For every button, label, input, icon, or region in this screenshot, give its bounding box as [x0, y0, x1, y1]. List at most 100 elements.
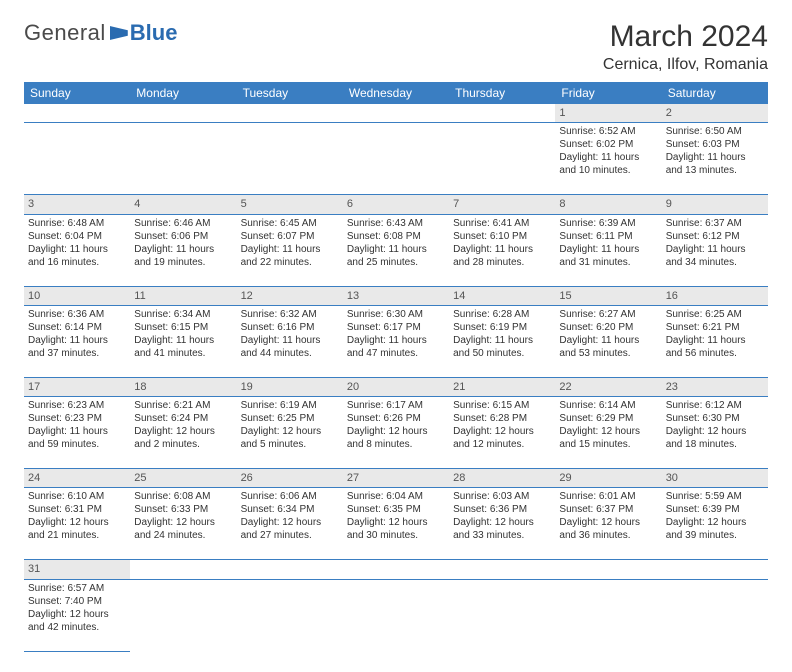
sunrise-text: Sunrise: 6:08 AM: [134, 490, 232, 503]
weekday-header: Monday: [130, 82, 236, 104]
sunset-text: Sunset: 6:31 PM: [28, 503, 126, 516]
daylight-text: Daylight: 12 hours: [347, 516, 445, 529]
day-cell: Sunrise: 6:03 AMSunset: 6:36 PMDaylight:…: [449, 488, 555, 560]
daylight-text: Daylight: 11 hours: [453, 334, 551, 347]
daynum-cell: [237, 560, 343, 579]
daylight-text: Daylight: 11 hours: [347, 243, 445, 256]
sunrise-text: Sunrise: 6:41 AM: [453, 217, 551, 230]
day-number: 1: [559, 107, 565, 119]
sunrise-text: Sunrise: 6:45 AM: [241, 217, 339, 230]
day-number: 5: [241, 198, 247, 210]
day-number: 22: [559, 381, 571, 393]
header: General Blue March 2024 Cernica, Ilfov, …: [24, 20, 768, 74]
sunset-text: Sunset: 6:12 PM: [666, 230, 764, 243]
day-cell: [343, 123, 449, 195]
daynum-row: 17181920212223: [24, 377, 768, 396]
sunrise-text: Sunrise: 6:15 AM: [453, 399, 551, 412]
day-cell: Sunrise: 6:39 AMSunset: 6:11 PMDaylight:…: [555, 214, 661, 286]
daylight-text: Daylight: 11 hours: [134, 334, 232, 347]
daylight-text: Daylight: 11 hours: [559, 151, 657, 164]
sunset-text: Sunset: 6:21 PM: [666, 321, 764, 334]
sunset-text: Sunset: 6:04 PM: [28, 230, 126, 243]
title-block: March 2024 Cernica, Ilfov, Romania: [603, 20, 768, 74]
daynum-cell: [343, 560, 449, 579]
day-cell: [343, 579, 449, 651]
sunset-text: Sunset: 6:10 PM: [453, 230, 551, 243]
sunrise-text: Sunrise: 6:28 AM: [453, 308, 551, 321]
sunrise-text: Sunrise: 6:48 AM: [28, 217, 126, 230]
daylight-text: and 30 minutes.: [347, 529, 445, 542]
daylight-text: Daylight: 11 hours: [241, 334, 339, 347]
daynum-row: 31: [24, 560, 768, 579]
day-number: 16: [666, 290, 678, 302]
daylight-text: Daylight: 12 hours: [666, 425, 764, 438]
day-number: 11: [134, 290, 145, 302]
sunset-text: Sunset: 6:33 PM: [134, 503, 232, 516]
sunrise-text: Sunrise: 6:04 AM: [347, 490, 445, 503]
daylight-text: and 27 minutes.: [241, 529, 339, 542]
daylight-text: and 31 minutes.: [559, 256, 657, 269]
day-number: 25: [134, 472, 146, 484]
day-cell: Sunrise: 6:41 AMSunset: 6:10 PMDaylight:…: [449, 214, 555, 286]
day-cell: [449, 123, 555, 195]
day-number: 4: [134, 198, 140, 210]
daylight-text: and 33 minutes.: [453, 529, 551, 542]
daynum-cell: 24: [24, 469, 130, 488]
logo-text-1: General: [24, 20, 106, 46]
daylight-text: and 24 minutes.: [134, 529, 232, 542]
day-cell: Sunrise: 6:45 AMSunset: 6:07 PMDaylight:…: [237, 214, 343, 286]
sunset-text: Sunset: 6:02 PM: [559, 138, 657, 151]
daynum-cell: [555, 560, 661, 579]
daylight-text: Daylight: 11 hours: [666, 334, 764, 347]
day-cell: Sunrise: 6:34 AMSunset: 6:15 PMDaylight:…: [130, 305, 236, 377]
day-cell: [130, 579, 236, 651]
daylight-text: Daylight: 11 hours: [28, 243, 126, 256]
detail-row: Sunrise: 6:48 AMSunset: 6:04 PMDaylight:…: [24, 214, 768, 286]
daynum-cell: 10: [24, 286, 130, 305]
daynum-cell: 8: [555, 195, 661, 214]
logo-text-2: Blue: [130, 20, 178, 46]
day-cell: Sunrise: 6:37 AMSunset: 6:12 PMDaylight:…: [662, 214, 768, 286]
day-number: 6: [347, 198, 353, 210]
sunset-text: Sunset: 6:26 PM: [347, 412, 445, 425]
day-cell: Sunrise: 6:30 AMSunset: 6:17 PMDaylight:…: [343, 305, 449, 377]
daynum-cell: 30: [662, 469, 768, 488]
sunrise-text: Sunrise: 6:25 AM: [666, 308, 764, 321]
sunrise-text: Sunrise: 6:01 AM: [559, 490, 657, 503]
daynum-cell: [343, 104, 449, 123]
daylight-text: and 25 minutes.: [347, 256, 445, 269]
sunset-text: Sunset: 6:39 PM: [666, 503, 764, 516]
day-cell: [449, 579, 555, 651]
day-cell: Sunrise: 6:36 AMSunset: 6:14 PMDaylight:…: [24, 305, 130, 377]
daylight-text: and 56 minutes.: [666, 347, 764, 360]
day-number: 26: [241, 472, 253, 484]
day-cell: Sunrise: 5:59 AMSunset: 6:39 PMDaylight:…: [662, 488, 768, 560]
daynum-cell: 26: [237, 469, 343, 488]
daylight-text: Daylight: 12 hours: [28, 516, 126, 529]
daylight-text: Daylight: 12 hours: [134, 425, 232, 438]
daynum-cell: 13: [343, 286, 449, 305]
day-number: 7: [453, 198, 459, 210]
day-number: 18: [134, 381, 146, 393]
sunrise-text: Sunrise: 6:30 AM: [347, 308, 445, 321]
day-cell: Sunrise: 6:01 AMSunset: 6:37 PMDaylight:…: [555, 488, 661, 560]
daylight-text: and 2 minutes.: [134, 438, 232, 451]
daylight-text: and 44 minutes.: [241, 347, 339, 360]
daylight-text: and 53 minutes.: [559, 347, 657, 360]
day-cell: Sunrise: 6:48 AMSunset: 6:04 PMDaylight:…: [24, 214, 130, 286]
calendar-table: Sunday Monday Tuesday Wednesday Thursday…: [24, 82, 768, 652]
daylight-text: and 36 minutes.: [559, 529, 657, 542]
daynum-cell: 2: [662, 104, 768, 123]
logo: General Blue: [24, 20, 177, 46]
sunset-text: Sunset: 6:20 PM: [559, 321, 657, 334]
daynum-cell: 25: [130, 469, 236, 488]
sunrise-text: Sunrise: 6:21 AM: [134, 399, 232, 412]
sunset-text: Sunset: 6:15 PM: [134, 321, 232, 334]
day-number: 19: [241, 381, 253, 393]
sunset-text: Sunset: 6:37 PM: [559, 503, 657, 516]
sunset-text: Sunset: 6:16 PM: [241, 321, 339, 334]
sunrise-text: Sunrise: 6:32 AM: [241, 308, 339, 321]
day-number: 21: [453, 381, 465, 393]
sunrise-text: Sunrise: 6:39 AM: [559, 217, 657, 230]
daylight-text: and 42 minutes.: [28, 621, 126, 634]
